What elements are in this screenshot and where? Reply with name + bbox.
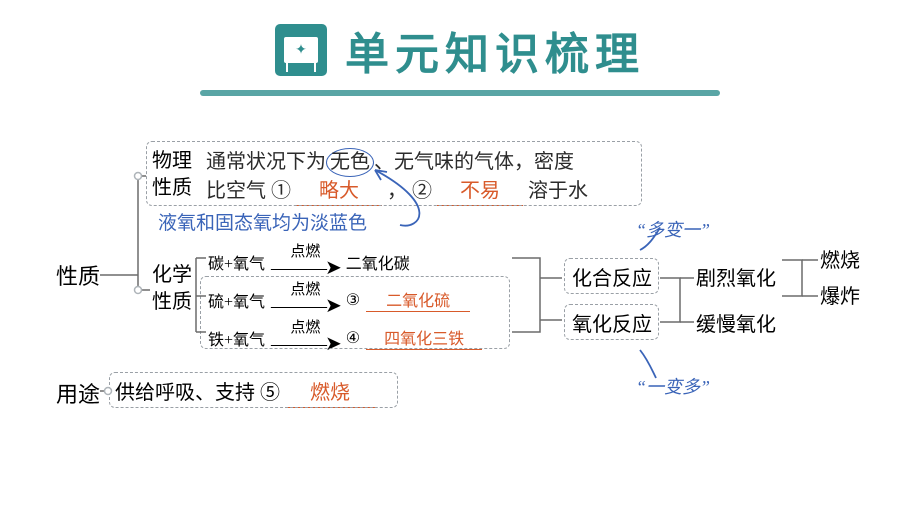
reaction-1: 碳+氧气 点燃———➤ 二氧化碳 xyxy=(208,245,410,278)
page-title: 单元知识梳理 xyxy=(345,18,645,82)
r1-right: 二氧化碳 xyxy=(346,250,410,274)
anno-bottom: “一变多” xyxy=(636,375,710,399)
presentation-icon: ✦ xyxy=(275,24,327,76)
dash-box-physical xyxy=(146,141,642,206)
label-julie: 剧烈氧化 xyxy=(696,266,776,293)
label-uses: 用途 xyxy=(56,380,100,410)
title-underline xyxy=(200,90,720,96)
dash-box-chemical xyxy=(200,276,510,349)
dash-box-uses xyxy=(109,372,398,408)
anno-top: “多变一” xyxy=(636,218,710,242)
label-properties: 性质 xyxy=(56,262,100,292)
label-baozha: 爆炸 xyxy=(820,284,860,311)
label-huanman: 缓慢氧化 xyxy=(696,312,776,339)
dash-box-right1 xyxy=(564,258,659,294)
label-ranshao: 燃烧 xyxy=(820,248,860,275)
r1-left: 碳+氧气 xyxy=(208,250,265,274)
dash-box-right2 xyxy=(564,304,659,340)
handwritten-note: 液氧和固态氧均为淡蓝色 xyxy=(158,211,367,237)
label-chemical: 化学 性质 xyxy=(152,262,192,316)
arrow-icon: ———➤ xyxy=(271,258,340,278)
header: ✦ 单元知识梳理 xyxy=(0,18,920,96)
